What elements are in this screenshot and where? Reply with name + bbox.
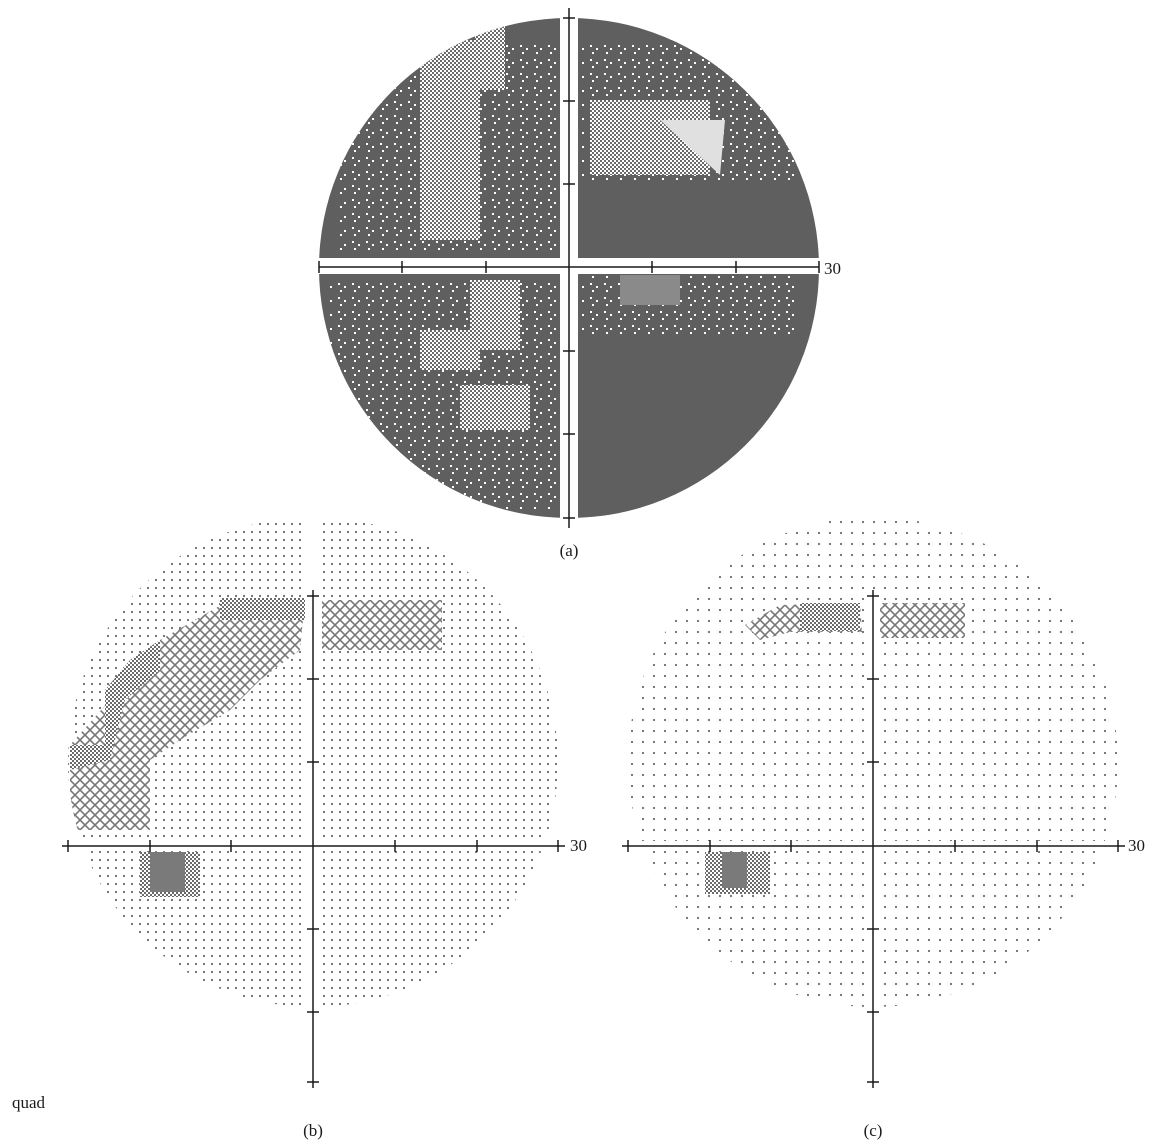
- panel-b-axis-label: 30: [570, 836, 587, 855]
- panel-a-caption: (a): [560, 541, 579, 560]
- panel-a-axis-label: 30: [824, 259, 841, 278]
- panel-c-caption: (c): [864, 1121, 883, 1140]
- panel-a-axes: [318, 8, 820, 528]
- panel-a: 30 (a): [314, 8, 841, 560]
- panel-c-axis-label: 30: [1128, 836, 1145, 855]
- panel-b-axes: [62, 590, 565, 1088]
- panel-b: 30 (b): [60, 515, 587, 1140]
- panel-c-axes: [622, 590, 1125, 1088]
- panel-c: 30 (c): [620, 517, 1145, 1140]
- panel-b-caption: (b): [303, 1121, 323, 1140]
- side-label-quad: quad: [12, 1093, 46, 1112]
